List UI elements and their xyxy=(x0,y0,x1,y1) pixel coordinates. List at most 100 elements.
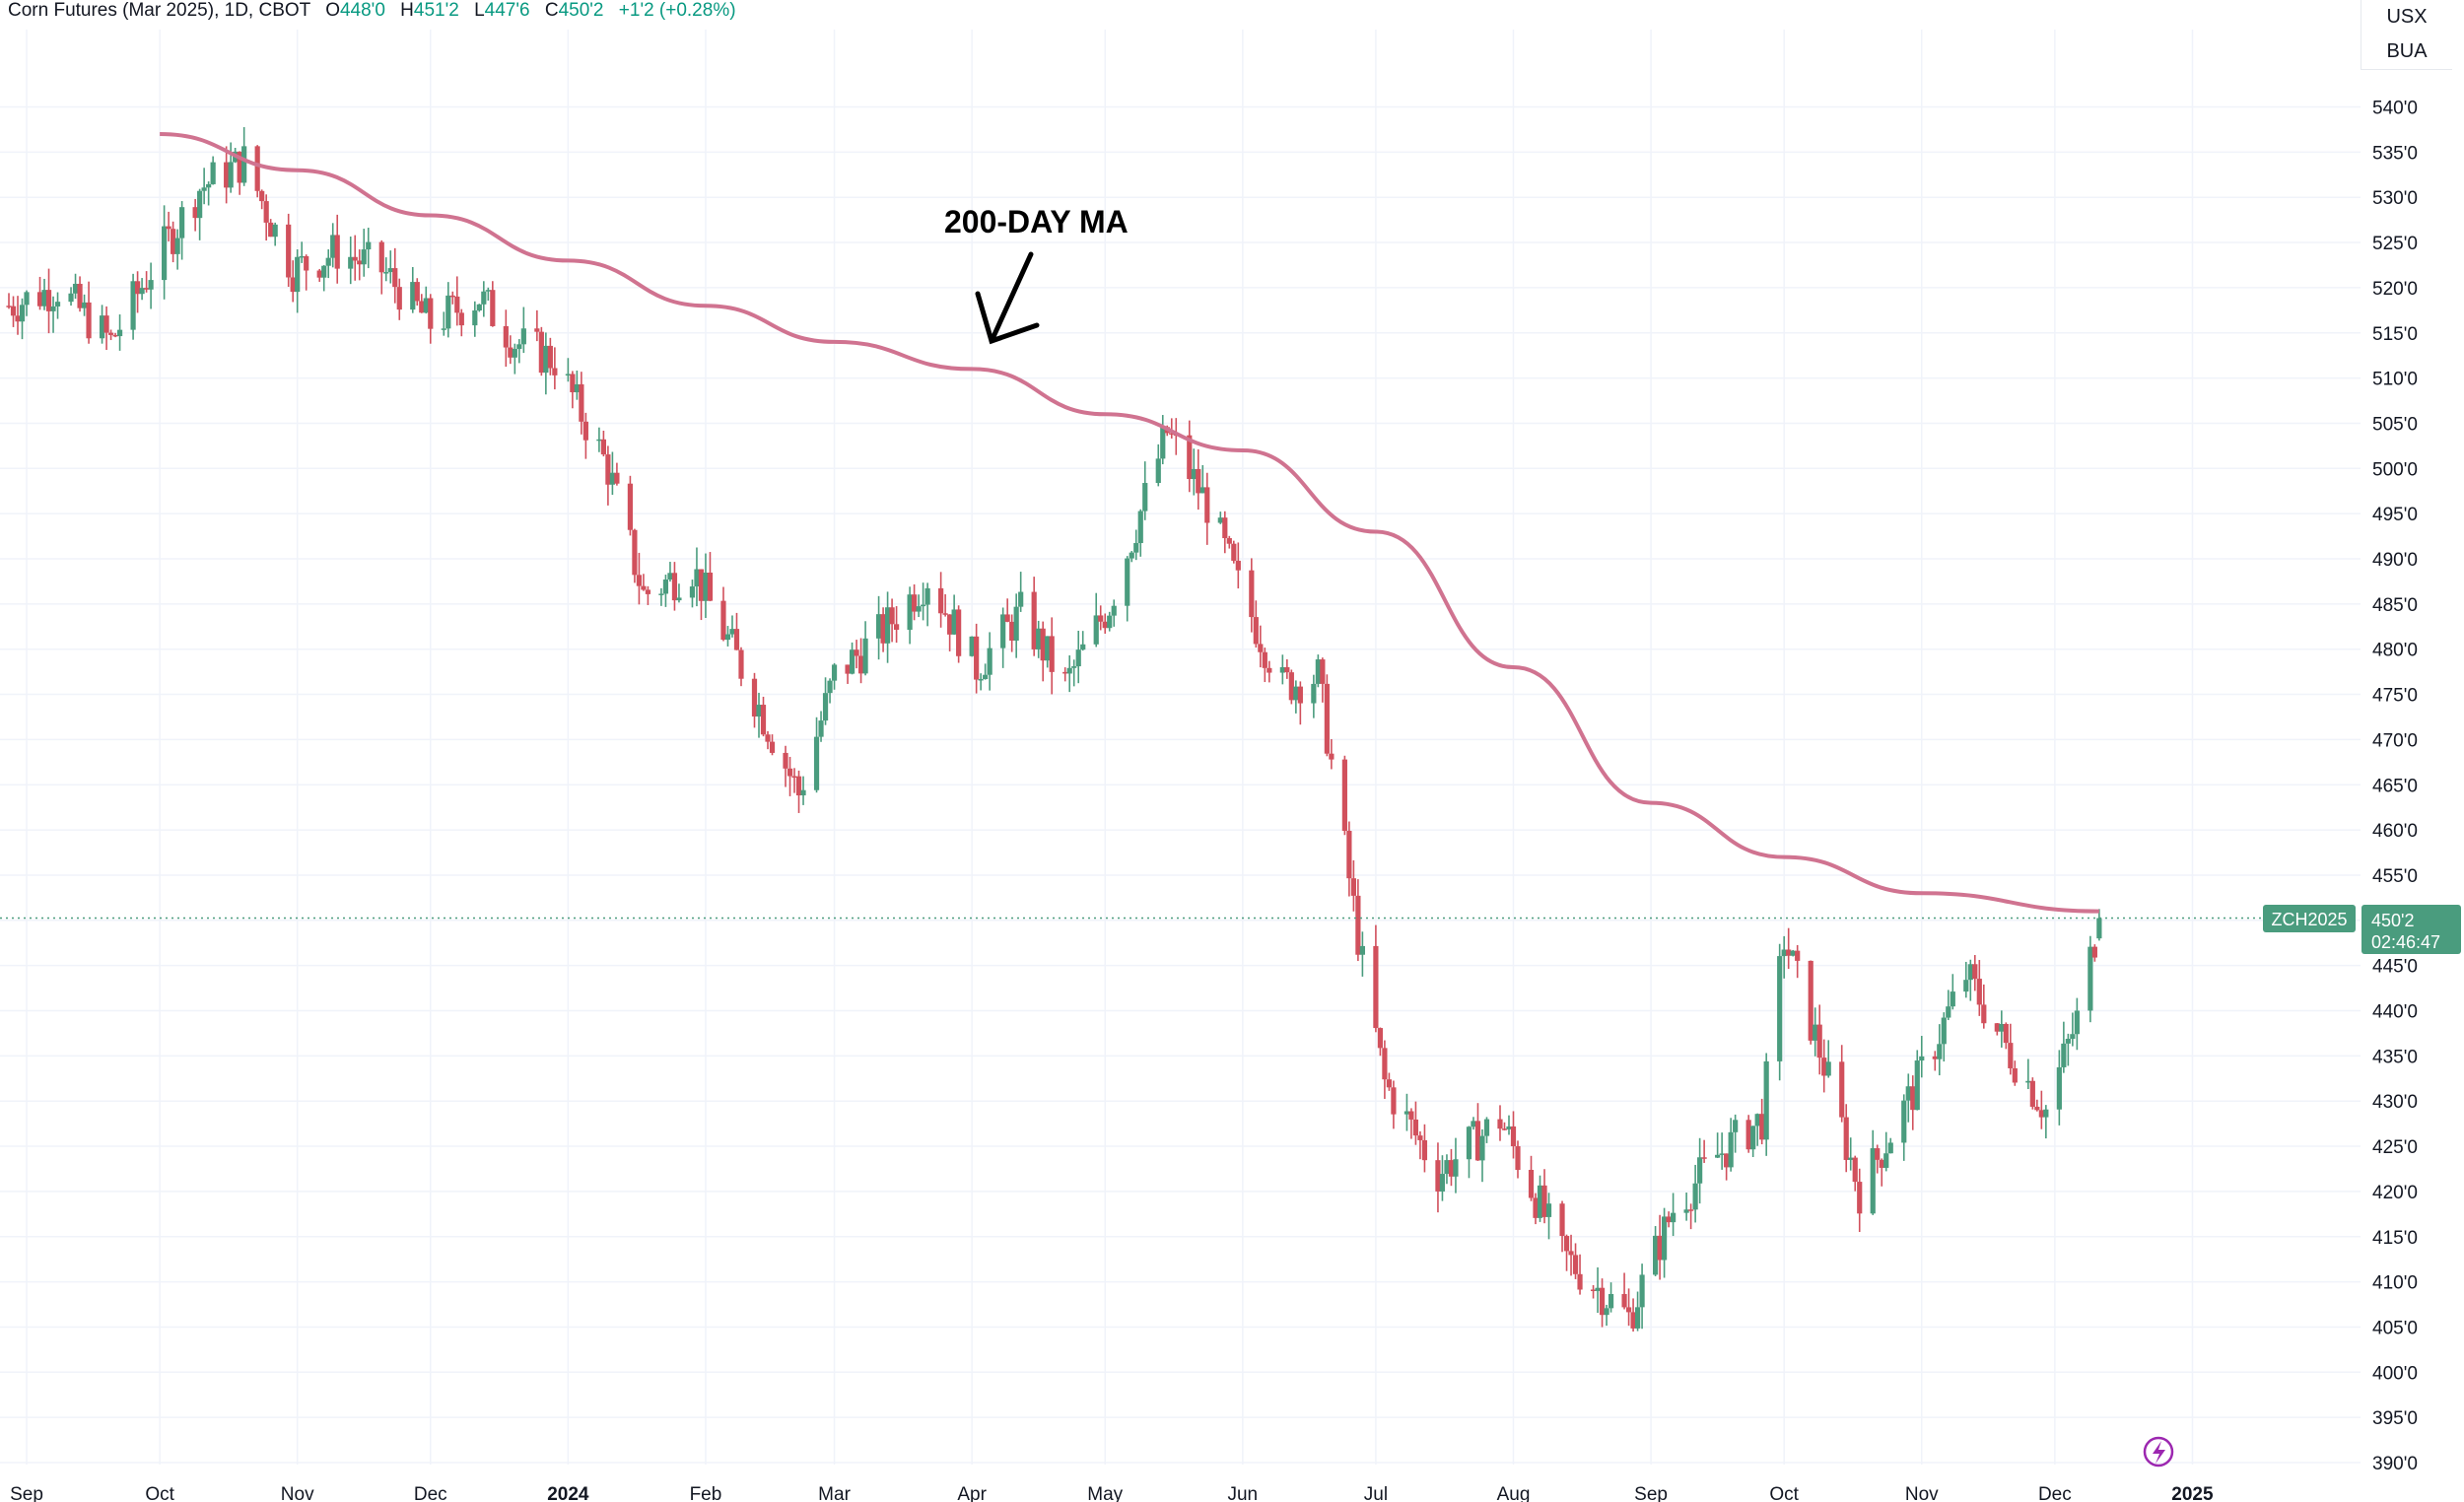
candle-body xyxy=(1253,617,1259,645)
candle-body xyxy=(1510,1126,1517,1147)
lightning-icon[interactable] xyxy=(2143,1436,2174,1468)
candle-body xyxy=(1816,1024,1822,1058)
y-tick-label: 445'0 xyxy=(2372,957,2418,978)
candle-body xyxy=(969,636,975,656)
candle-body xyxy=(1111,605,1117,616)
candle-body xyxy=(596,439,602,442)
candle-body xyxy=(978,679,984,681)
candle-body xyxy=(1391,1087,1397,1115)
candle-body xyxy=(139,288,145,295)
candle-body xyxy=(813,736,820,790)
candle-body xyxy=(428,298,434,329)
candle-body xyxy=(703,572,709,601)
y-tick-label: 470'0 xyxy=(2372,730,2418,751)
candle-body xyxy=(2025,1080,2031,1083)
candle-body xyxy=(1910,1086,1916,1111)
candle-body xyxy=(1000,614,1006,649)
candle-body xyxy=(579,383,584,422)
candle-body xyxy=(1994,1023,2000,1032)
candle-body xyxy=(1887,1142,1893,1154)
candle-body xyxy=(1661,1216,1668,1261)
candle-body xyxy=(1870,1148,1876,1214)
candle-body xyxy=(286,224,292,278)
candle-body xyxy=(2088,946,2093,1011)
candle-body xyxy=(1630,1312,1636,1329)
y-tick-label: 510'0 xyxy=(2372,370,2418,390)
candle-body xyxy=(924,587,930,605)
candle-body xyxy=(1728,1131,1734,1168)
candle-body xyxy=(1781,949,1787,957)
candle-body xyxy=(2056,1066,2062,1110)
candle-body xyxy=(1102,621,1108,629)
currency-unit-selector[interactable]: USX BUA xyxy=(2361,0,2452,70)
candle-body xyxy=(325,257,331,266)
candle-body xyxy=(947,614,953,635)
close-label: C xyxy=(544,0,559,21)
candle-body xyxy=(10,306,17,316)
candle-body xyxy=(520,328,526,345)
candle-body xyxy=(614,472,620,484)
candle-body xyxy=(179,207,185,239)
candle-body xyxy=(419,301,425,313)
y-tick-label: 415'0 xyxy=(2372,1228,2418,1249)
candle-body xyxy=(1857,1182,1863,1214)
candle-body xyxy=(458,312,464,326)
ma-annotation-label: 200-DAY MA xyxy=(944,204,1129,239)
candle-body xyxy=(1541,1185,1547,1217)
candle-body xyxy=(392,268,398,288)
candle-body xyxy=(676,597,682,601)
candle-body xyxy=(1315,659,1321,684)
y-tick-label: 410'0 xyxy=(2372,1273,2418,1294)
candle-body xyxy=(290,277,296,293)
candle-body xyxy=(1071,666,1077,668)
candle-body xyxy=(791,776,797,778)
candle-body xyxy=(1808,960,1814,1041)
candle-body xyxy=(1537,1185,1543,1218)
candle-body xyxy=(387,268,393,273)
candle-body xyxy=(738,649,744,679)
candle-body xyxy=(1284,666,1290,673)
y-tick-label: 475'0 xyxy=(2372,686,2418,707)
candle-body xyxy=(570,374,576,393)
x-tick-label: Nov xyxy=(281,1484,314,1502)
time-axis[interactable]: Sep Oct Nov Dec 2024 Feb Mar Apr May Jun Jul Aug Sep… xyxy=(10,1484,2214,1502)
price-axis[interactable]: 540'0 535'0 530'0 525'0 520'0 515'0 510'0 505'0… xyxy=(2372,99,2418,1475)
candle-body xyxy=(658,593,664,595)
candle-body xyxy=(268,222,274,238)
candle-body xyxy=(1506,1126,1512,1129)
candle-body xyxy=(1187,435,1193,480)
candle-body xyxy=(192,207,198,219)
candle-body xyxy=(1031,591,1037,649)
x-tick-label: Jun xyxy=(1227,1484,1258,1502)
candle-body xyxy=(795,776,802,796)
candle-body xyxy=(2008,1043,2014,1068)
candle-body xyxy=(6,306,12,307)
symbol-tag: ZCH2025 xyxy=(2263,905,2356,932)
candle-body xyxy=(875,614,882,639)
candle-body xyxy=(1634,1307,1641,1329)
candle-body xyxy=(503,325,509,348)
candle-body xyxy=(889,607,895,625)
candle-body xyxy=(1875,1148,1881,1160)
candle-body xyxy=(166,226,171,230)
candle-body xyxy=(2034,1106,2040,1111)
y-tick-label: 485'0 xyxy=(2372,595,2418,616)
candle-body xyxy=(1350,878,1356,896)
candle-body xyxy=(1226,538,1232,544)
candle-body xyxy=(1382,1048,1388,1080)
currency-unit-2[interactable]: BUA xyxy=(2386,40,2428,62)
candle-body xyxy=(1733,1120,1739,1132)
candle-body xyxy=(1595,1287,1601,1291)
candle-body xyxy=(707,572,714,601)
candle-body xyxy=(1080,644,1086,650)
candle-body xyxy=(783,752,788,769)
candle-body xyxy=(99,315,105,339)
candle-body xyxy=(162,226,168,281)
candle-body xyxy=(1160,427,1166,459)
candle-body xyxy=(1879,1159,1884,1168)
currency-unit[interactable]: USX xyxy=(2386,6,2428,28)
x-tick-label: Dec xyxy=(414,1484,447,1502)
candle-body xyxy=(197,190,203,219)
candle-body xyxy=(1421,1139,1428,1161)
